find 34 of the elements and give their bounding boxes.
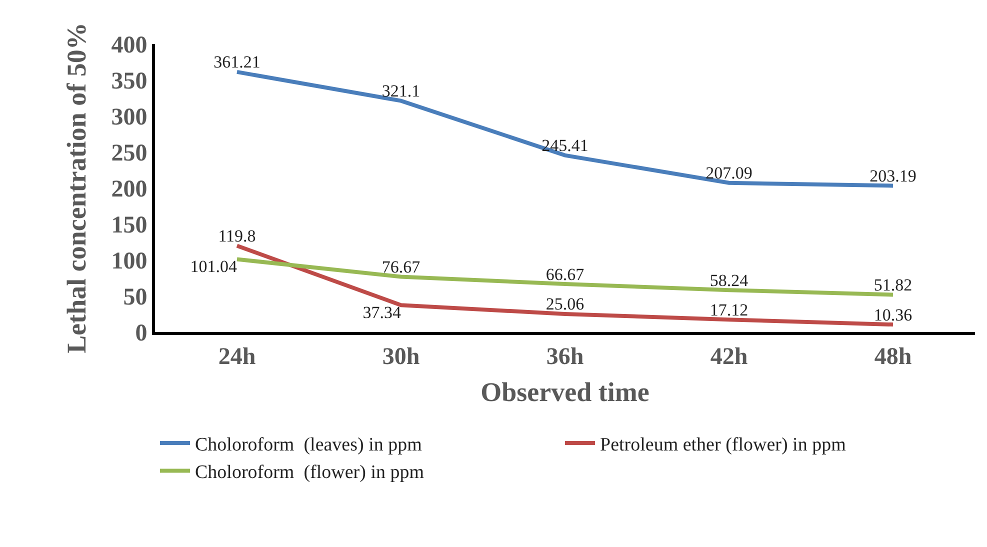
legend-label: Choloroform (leaves) in ppm <box>195 434 422 456</box>
x-tick-label: 48h <box>874 344 912 370</box>
data-label: 25.06 <box>546 294 584 314</box>
y-tick-label: 300 <box>111 104 148 130</box>
data-label: 119.8 <box>218 226 256 246</box>
data-label: 37.34 <box>362 302 402 322</box>
y-tick-label: 100 <box>111 248 148 274</box>
data-label: 203.19 <box>870 166 916 186</box>
data-label: 321.1 <box>382 82 420 101</box>
data-label: 245.41 <box>542 136 588 156</box>
x-tick-label: 30h <box>382 344 420 370</box>
data-label: 361.21 <box>214 52 260 72</box>
data-label: 51.82 <box>874 275 912 294</box>
data-label: 17.12 <box>710 300 748 320</box>
y-tick-label: 0 <box>135 320 148 346</box>
y-tick-label: 200 <box>111 176 148 202</box>
y-tick-label: 150 <box>111 212 148 238</box>
data-label: 58.24 <box>710 270 749 290</box>
data-label: 10.36 <box>874 305 912 324</box>
x-tick-label: 36h <box>546 344 584 370</box>
legend-label: Choloroform (flower) in ppm <box>195 462 424 484</box>
x-tick-label: 42h <box>710 344 748 370</box>
data-label: 76.67 <box>382 258 421 277</box>
data-label: 66.67 <box>546 264 585 284</box>
legend-label: Petroleum ether (flower) in ppm <box>600 434 846 456</box>
data-label: 101.04 <box>190 257 238 276</box>
y-tick-label: 400 <box>111 32 148 58</box>
y-tick-label: 350 <box>111 68 148 94</box>
y-tick-label: 250 <box>111 140 148 166</box>
y-axis-title: Lethal concentration of 50% <box>61 22 92 354</box>
data-label: 207.09 <box>706 164 752 183</box>
x-axis-title: Observed time <box>480 377 650 408</box>
y-tick-label: 50 <box>123 284 148 310</box>
x-tick-label: 24h <box>218 344 256 370</box>
